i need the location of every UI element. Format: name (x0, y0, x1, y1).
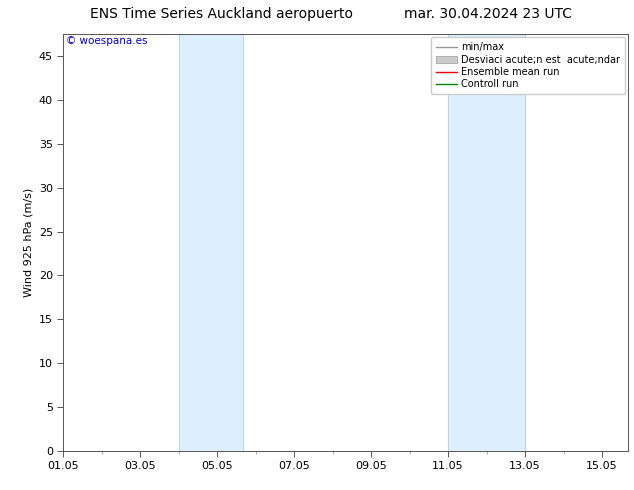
Text: mar. 30.04.2024 23 UTC: mar. 30.04.2024 23 UTC (404, 7, 572, 22)
Bar (448, 34, 525, 451)
Y-axis label: Wind 925 hPa (m/s): Wind 925 hPa (m/s) (23, 188, 34, 297)
Bar (179, 34, 243, 451)
Text: ENS Time Series Auckland aeropuerto: ENS Time Series Auckland aeropuerto (91, 7, 353, 22)
Legend: min/max, Desviaci acute;n est  acute;ndar, Ensemble mean run, Controll run: min/max, Desviaci acute;n est acute;ndar… (430, 37, 624, 94)
Text: © woespana.es: © woespana.es (66, 36, 148, 47)
